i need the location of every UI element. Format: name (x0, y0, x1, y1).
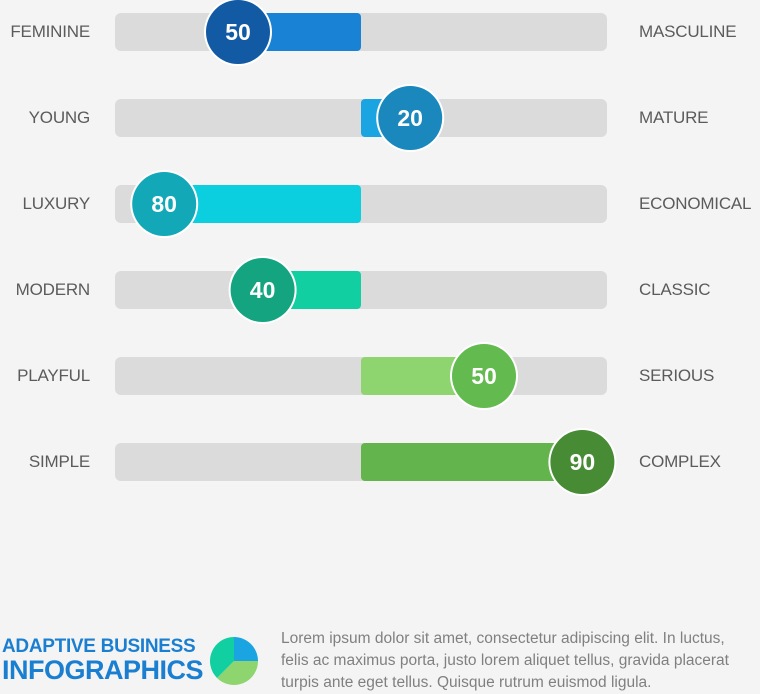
value-label: 40 (250, 277, 276, 303)
left-trait-label: YOUNG (28, 108, 91, 127)
slider-row: 50 (115, 342, 607, 410)
logo-slice (210, 637, 234, 678)
right-trait-label: SERIOUS (639, 366, 715, 385)
left-trait-label: PLAYFUL (17, 366, 90, 385)
slider-row: 50 (115, 0, 607, 66)
right-trait-label: ECONOMICAL (639, 194, 752, 213)
value-bar (361, 443, 583, 481)
left-trait-label: SIMPLE (28, 452, 90, 471)
value-knob (550, 430, 615, 494)
slider-row: 40 (115, 256, 607, 324)
right-trait-label: COMPLEX (639, 452, 721, 471)
value-label: 90 (570, 449, 596, 475)
value-knob (452, 344, 516, 408)
value-knob (206, 0, 270, 64)
value-label: 20 (397, 105, 423, 131)
left-trait-label: FEMININE (10, 22, 90, 41)
value-label: 80 (151, 191, 177, 217)
slider-row: 20 (115, 84, 607, 152)
slider-row: 80 (115, 170, 607, 238)
footer-text-line: Lorem ipsum dolor sit amet, consectetur … (281, 630, 725, 647)
logo-slice (234, 637, 258, 661)
right-trait-label: MATURE (639, 108, 709, 127)
footer-text-line: felis ac maximus porta, justo lorem aliq… (281, 652, 729, 669)
slider-row: 90 (115, 428, 617, 496)
left-trait-label: MODERN (15, 280, 91, 299)
value-knob (230, 258, 295, 322)
value-label: 50 (225, 19, 251, 45)
right-trait-label: CLASSIC (639, 280, 711, 299)
value-knob (132, 172, 197, 236)
pie-logo-icon (210, 637, 258, 685)
footer-title-line1: ADAPTIVE BUSINESS (2, 636, 196, 657)
logo-slice (217, 661, 258, 685)
value-label: 50 (471, 363, 497, 389)
footer-description: Lorem ipsum dolor sit amet, consectetur … (281, 628, 760, 694)
right-trait-label: MASCULINE (639, 22, 737, 41)
slider-chart: 50 20 80 40 50 90 (115, 0, 617, 496)
value-knob (378, 86, 443, 150)
footer-title-line2: INFOGRAPHICS (2, 655, 204, 685)
value-bar (164, 185, 361, 223)
footer-text-line: turpis ante eget tellus. Quisque rutrum … (281, 674, 652, 691)
left-trait-label: LUXURY (22, 194, 91, 213)
